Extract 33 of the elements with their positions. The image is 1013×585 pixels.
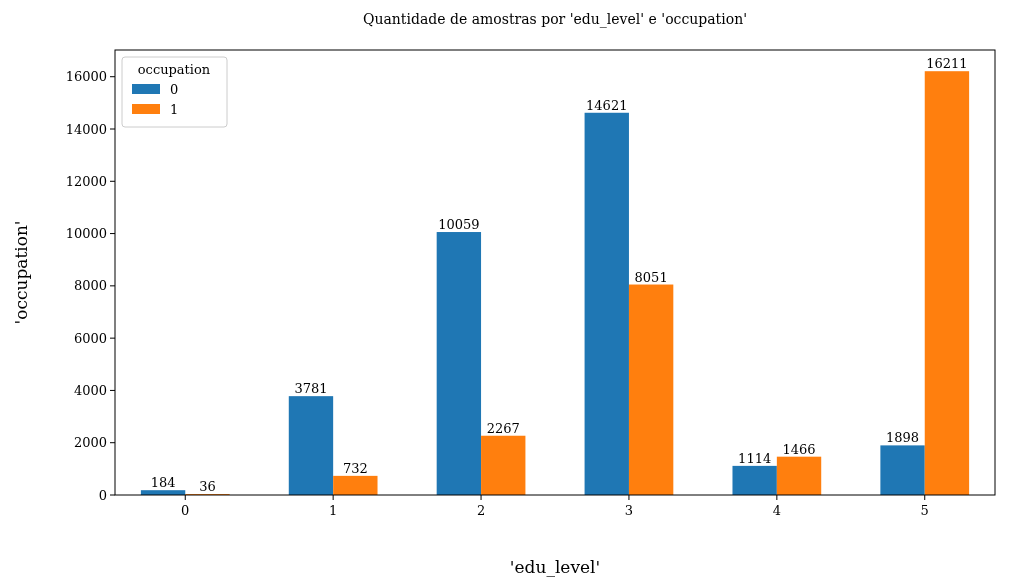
x-tick-label: 3 <box>624 503 634 518</box>
x-tick-label: 1 <box>329 503 338 518</box>
y-tick-label: 16000 <box>65 69 107 85</box>
data-label: 3781 <box>294 381 328 397</box>
legend-label: 1 <box>170 101 179 117</box>
data-label: 10059 <box>438 217 480 233</box>
x-tick-label: 5 <box>920 503 929 518</box>
data-label: 1898 <box>886 430 920 446</box>
y-tick-label: 0 <box>98 487 107 503</box>
y-axis-title: 'occupation' <box>11 220 31 325</box>
x-tick-label: 2 <box>476 503 486 518</box>
y-tick-label: 4000 <box>73 382 107 398</box>
y-tick-label: 8000 <box>73 278 107 294</box>
data-label: 732 <box>342 460 368 476</box>
y-tick-label: 2000 <box>73 435 107 451</box>
data-label: 36 <box>199 479 216 495</box>
x-tick-label: 0 <box>181 503 190 518</box>
data-label: 2267 <box>486 420 520 436</box>
y-tick-label: 14000 <box>65 121 107 137</box>
data-label: 1466 <box>782 441 816 457</box>
data-label: 1114 <box>738 450 772 466</box>
x-tick-label: 4 <box>772 503 781 518</box>
data-label: 184 <box>150 475 176 491</box>
x-axis-title: 'edu_level' <box>509 557 601 577</box>
y-tick-label: 10000 <box>65 226 107 242</box>
chart-title: Quantidade de amostras por 'edu_level' e 'occupation' <box>363 11 747 28</box>
data-label: 16211 <box>926 56 968 72</box>
data-label: 8051 <box>634 269 668 285</box>
y-tick-label: 12000 <box>65 173 107 189</box>
data-label: 14621 <box>586 97 628 113</box>
legend-title: occupation <box>137 62 211 77</box>
legend-label: 0 <box>170 81 179 97</box>
y-tick-label: 6000 <box>73 330 107 346</box>
